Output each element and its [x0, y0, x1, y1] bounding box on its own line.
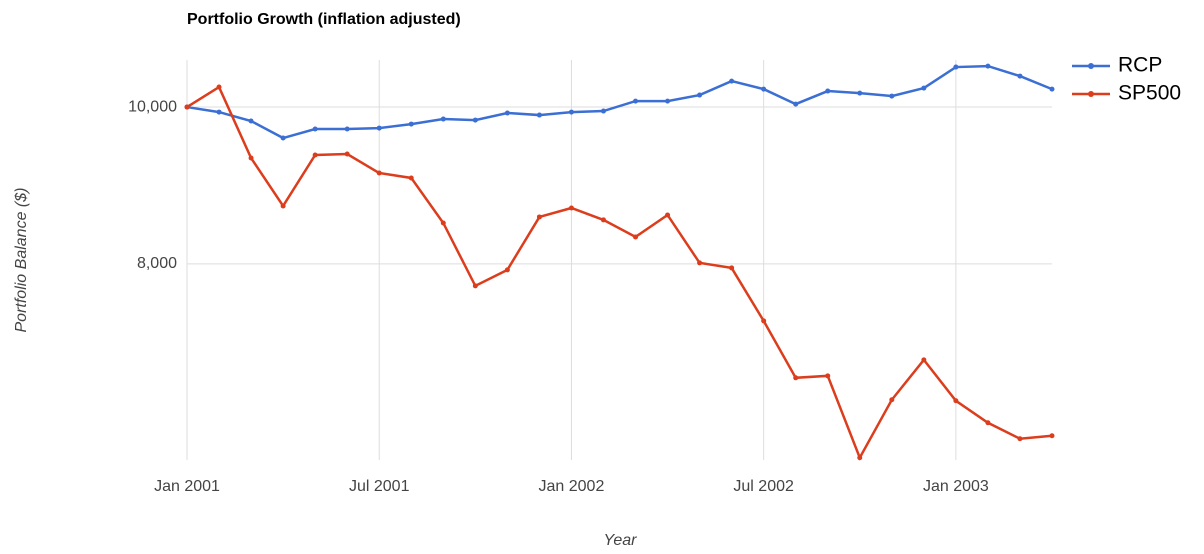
x-tick-label: Jan 2003	[923, 478, 989, 495]
data-point	[665, 98, 671, 104]
data-point	[280, 203, 286, 209]
y-axis-label: Portfolio Balance ($)	[13, 188, 30, 333]
data-point	[985, 420, 991, 426]
data-point	[953, 64, 959, 70]
data-point	[568, 205, 574, 211]
data-point	[889, 93, 895, 99]
data-point	[729, 265, 735, 271]
data-point	[697, 260, 703, 266]
data-point	[825, 88, 831, 94]
data-point	[440, 220, 446, 226]
data-point	[985, 63, 991, 69]
data-point	[344, 151, 350, 157]
data-point	[1017, 73, 1023, 79]
data-point	[793, 101, 799, 107]
data-point	[857, 90, 863, 96]
data-point	[1049, 86, 1055, 92]
legend-swatch	[1088, 63, 1094, 69]
legend-swatch	[1088, 91, 1094, 97]
data-point	[568, 109, 574, 115]
y-tick-label: 8,000	[137, 255, 177, 272]
x-tick-label: Jul 2002	[733, 478, 794, 495]
series-line	[186, 85, 1053, 461]
data-point	[857, 455, 863, 461]
data-point	[793, 375, 799, 381]
data-point	[921, 357, 927, 363]
data-point	[600, 108, 606, 114]
data-point	[376, 170, 382, 176]
data-point	[504, 267, 510, 273]
data-point	[633, 234, 639, 240]
data-point	[472, 117, 478, 123]
data-point	[440, 116, 446, 122]
data-point	[248, 118, 254, 124]
data-point	[376, 125, 382, 131]
data-point	[216, 109, 222, 115]
data-point	[312, 126, 318, 132]
data-point	[600, 217, 606, 223]
data-point	[665, 212, 671, 218]
data-point	[761, 86, 767, 92]
data-point	[344, 126, 350, 132]
data-point	[729, 78, 735, 84]
data-point	[536, 214, 542, 220]
data-point	[280, 135, 286, 141]
data-point	[921, 85, 927, 91]
data-point	[953, 398, 959, 404]
data-point	[504, 110, 510, 116]
data-point	[761, 318, 767, 324]
data-point	[1049, 433, 1055, 439]
chart-title: Portfolio Growth (inflation adjusted)	[187, 11, 461, 28]
data-point	[248, 155, 254, 161]
data-point	[825, 373, 831, 379]
x-tick-label: Jan 2002	[539, 478, 605, 495]
x-axis-label: Year	[604, 532, 638, 549]
data-point	[312, 152, 318, 158]
series-line	[186, 64, 1053, 140]
data-point	[697, 92, 703, 98]
legend-label: RCP	[1118, 54, 1162, 77]
data-point	[408, 175, 414, 181]
y-tick-label: 10,000	[128, 98, 177, 115]
data-point	[408, 121, 414, 127]
data-point	[1017, 436, 1023, 442]
data-point	[536, 112, 542, 118]
data-point	[184, 104, 190, 110]
x-tick-label: Jul 2001	[349, 478, 410, 495]
x-tick-label: Jan 2001	[154, 478, 220, 495]
data-point	[216, 84, 222, 90]
legend-label: SP500	[1118, 82, 1181, 105]
data-point	[633, 98, 639, 104]
data-point	[472, 283, 478, 289]
data-point	[889, 397, 895, 403]
